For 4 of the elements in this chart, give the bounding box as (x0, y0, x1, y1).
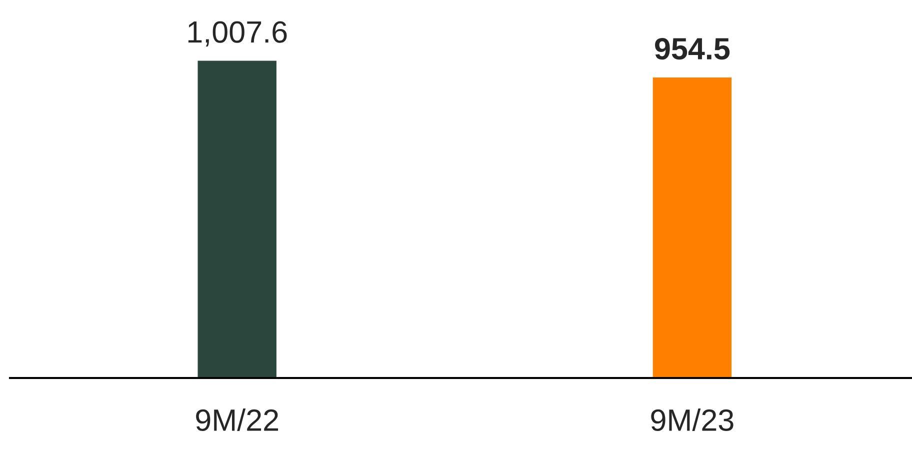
data-label: 1,007.6 (188, 21, 287, 46)
x-tick-label: 9M/22 (196, 408, 278, 431)
x-tick-label: 9M/23 (651, 408, 734, 431)
data-label: 954.5 (655, 38, 730, 60)
